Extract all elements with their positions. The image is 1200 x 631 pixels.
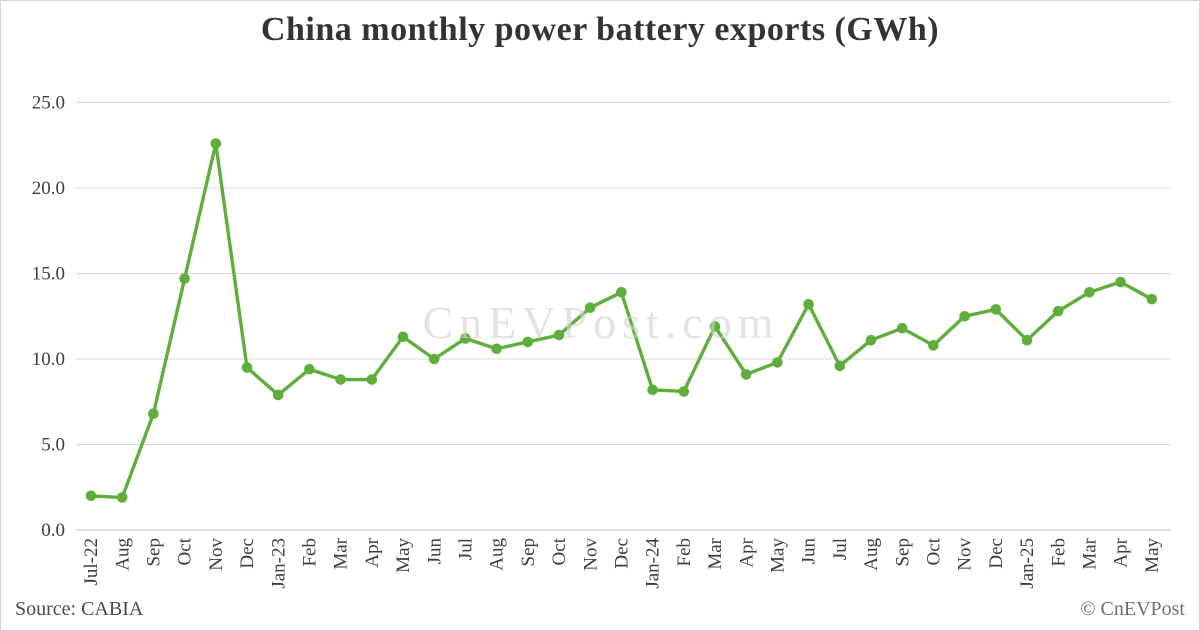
data-point [522, 336, 534, 348]
x-tick-label: Feb [1048, 538, 1069, 567]
data-point [647, 384, 658, 396]
x-tick-label: Nov [206, 538, 227, 571]
data-point [896, 322, 908, 334]
x-tick-label: Jul-22 [81, 538, 102, 586]
data-point [834, 360, 846, 372]
data-point [865, 334, 877, 346]
y-tick-label: 5.0 [41, 435, 65, 456]
y-tick-label: 0.0 [41, 520, 65, 541]
x-tick-label: May [1142, 538, 1163, 573]
x-tick-label: Sep [143, 538, 164, 567]
data-point [210, 138, 222, 149]
x-tick-label: Jul [830, 538, 851, 560]
x-tick-label: Aug [112, 538, 133, 571]
x-tick-label: Feb [674, 538, 695, 567]
x-tick-label: Jan-24 [643, 538, 664, 589]
data-point [584, 302, 596, 314]
data-point [304, 363, 315, 375]
x-tick-label: Mar [1079, 537, 1100, 569]
x-tick-label: Apr [736, 537, 757, 567]
data-point [116, 492, 128, 503]
x-tick-label: Mar [331, 537, 352, 569]
y-tick-label: 15.0 [32, 264, 65, 285]
x-tick-label: Nov [955, 538, 976, 571]
x-tick-label: Oct [175, 537, 196, 565]
data-point [1021, 334, 1033, 346]
data-point [1146, 293, 1158, 305]
x-tick-label: Apr [1111, 537, 1132, 567]
x-tick-label: Apr [362, 537, 383, 567]
data-point [1115, 276, 1126, 288]
x-tick-label: Nov [580, 538, 601, 571]
data-point [272, 389, 284, 401]
x-tick-label: May [767, 538, 788, 573]
data-point [1052, 305, 1064, 317]
x-tick-label: Dec [237, 538, 258, 569]
x-tick-label: Jun [799, 538, 820, 565]
data-point [460, 333, 471, 344]
x-tick-label: Jan-23 [268, 538, 289, 589]
data-point [491, 343, 502, 355]
x-tick-label: Aug [861, 538, 882, 571]
watermark: CnEVPost.com [423, 297, 780, 348]
data-point [803, 298, 814, 310]
data-point [616, 287, 627, 298]
data-point [428, 353, 440, 365]
data-point [397, 331, 409, 343]
data-point [179, 273, 190, 284]
x-tick-label: Jun [424, 538, 445, 565]
x-tick-label: Feb [299, 538, 320, 567]
data-point [366, 374, 378, 385]
copyright-note: © CnEVPost [1080, 598, 1185, 620]
x-tick-label: Sep [892, 538, 913, 567]
data-point [678, 386, 690, 397]
x-tick-label: Aug [487, 538, 508, 571]
data-point [990, 304, 1002, 315]
data-point [335, 374, 346, 385]
y-tick-label: 10.0 [32, 349, 65, 370]
y-tick-label: 20.0 [32, 178, 65, 199]
source-note: Source: CABIA [15, 598, 144, 620]
data-point [85, 490, 97, 502]
x-tick-label: Jul [455, 538, 476, 560]
data-point [553, 329, 565, 341]
x-tick-label: May [393, 538, 414, 573]
x-tick-label: Sep [518, 538, 539, 567]
data-point [740, 369, 752, 380]
x-tick-label: Oct [549, 537, 570, 565]
x-tick-label: Dec [611, 538, 632, 569]
y-tick-label: 25.0 [32, 93, 65, 114]
data-point [709, 321, 721, 332]
x-tick-label: Oct [923, 537, 944, 565]
data-point [241, 362, 253, 373]
data-point [772, 357, 783, 368]
data-point [959, 310, 970, 322]
data-point [1084, 287, 1095, 298]
data-point [148, 408, 159, 420]
data-point [928, 340, 939, 351]
x-tick-label: Mar [705, 537, 726, 569]
x-tick-label: Dec [986, 538, 1007, 569]
chart-title: China monthly power battery exports (GWh… [260, 11, 940, 48]
x-tick-label: Jan-25 [1017, 538, 1038, 589]
